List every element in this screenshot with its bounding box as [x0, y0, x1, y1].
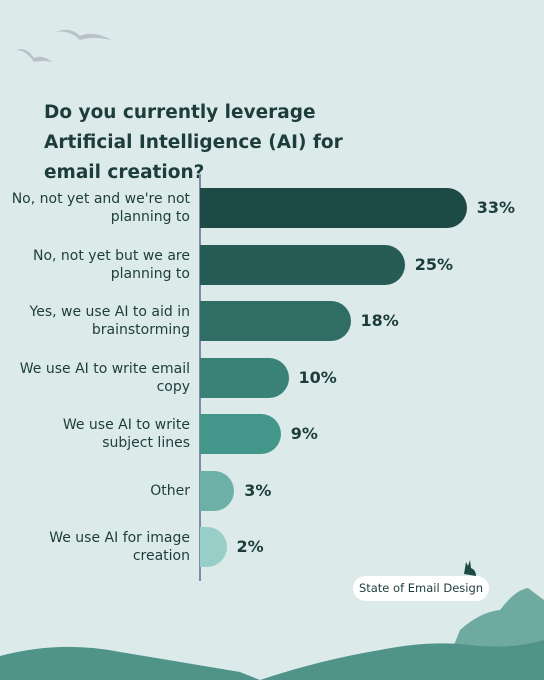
- bar: [200, 470, 235, 511]
- bird: [16, 49, 52, 62]
- bar: [200, 414, 281, 454]
- value-label: 9%: [290, 424, 318, 443]
- bird: [56, 29, 112, 40]
- category-label: We use AI to write subject lines: [62, 417, 190, 451]
- mountain: [0, 646, 260, 680]
- value-label: 3%: [244, 480, 272, 500]
- value-label: 25%: [414, 254, 454, 274]
- category-label: We use AI for image creation: [49, 530, 190, 564]
- category-label: Other: [150, 482, 190, 499]
- category-label: No, not yet and we're not planning to: [11, 191, 190, 225]
- bar: [200, 357, 289, 398]
- bar: [200, 188, 467, 228]
- bar: [200, 244, 405, 285]
- value-label: 10%: [298, 367, 337, 387]
- logo-icon: [464, 560, 476, 576]
- brand-badge: State of Email Design: [353, 576, 489, 601]
- category-label: No, not yet but we are planning to: [32, 247, 190, 282]
- value-label: 2%: [236, 537, 264, 556]
- category-label: Yes, we use AI to aid in brainstorming: [29, 304, 190, 338]
- category-label: We use AI to write email copy: [19, 360, 190, 395]
- value-label: 18%: [360, 311, 399, 330]
- value-label: 33%: [476, 198, 516, 217]
- chart-title: Do you currently leverage Artificial Int…: [44, 102, 343, 183]
- mountain: [260, 640, 544, 680]
- bar: [200, 301, 351, 341]
